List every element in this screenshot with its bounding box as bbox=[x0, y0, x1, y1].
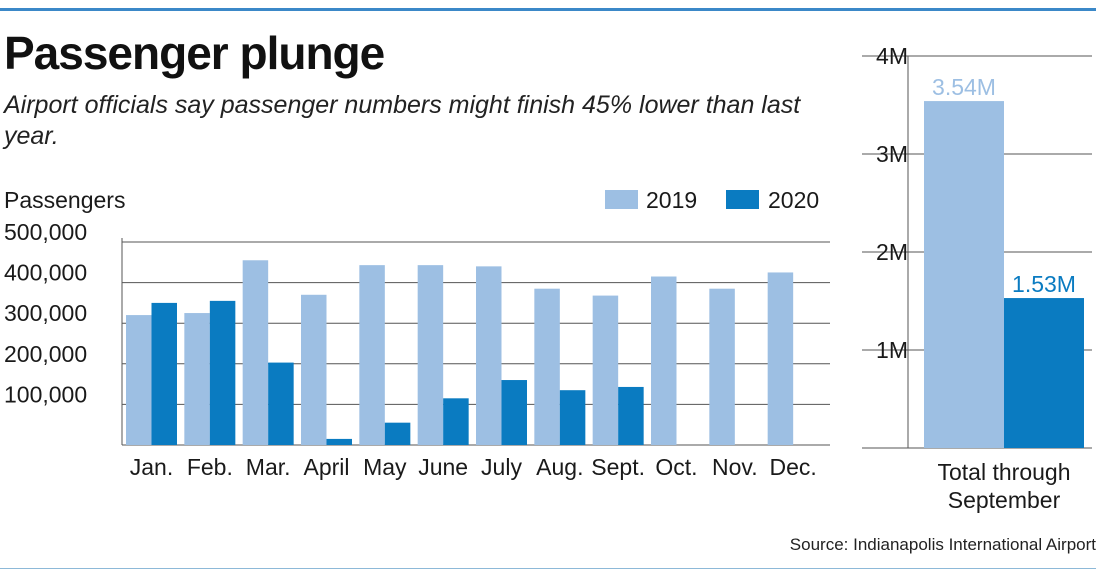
y-tick-label: 500,000 bbox=[4, 219, 87, 245]
x-tick-label: Oct. bbox=[655, 454, 697, 480]
y-tick-label: 200,000 bbox=[4, 341, 87, 367]
bar-2019-sept bbox=[592, 295, 619, 445]
top-rule bbox=[0, 8, 1096, 11]
data-label-total-2019: 3.54M bbox=[932, 74, 996, 100]
bar-total-2020 bbox=[1004, 298, 1084, 448]
y-axis-title: Passengers bbox=[4, 187, 125, 213]
source-note: Source: Indianapolis International Airpo… bbox=[789, 535, 1096, 554]
bar-2019-jan bbox=[126, 315, 152, 445]
x-tick-label: Aug. bbox=[536, 454, 583, 480]
chart-subtitle: Airport officials say passenger numbers … bbox=[4, 91, 801, 150]
legend-swatch-2020 bbox=[726, 190, 759, 209]
bar-2020-may bbox=[384, 422, 411, 445]
bar-2020-sept bbox=[618, 386, 644, 445]
bar-2020-feb bbox=[209, 300, 236, 445]
x-tick-label: Jan. bbox=[130, 454, 173, 480]
x-tick-label: Feb. bbox=[187, 454, 233, 480]
x-tick-label: May bbox=[363, 454, 407, 480]
bar-2019-oct bbox=[651, 276, 677, 445]
bar-2019-aug bbox=[534, 288, 560, 445]
x-tick-label: Mar. bbox=[246, 454, 291, 480]
bar-2019-june bbox=[417, 265, 444, 445]
total-through-september-chart: 1M 2M 3M 4M 3.54M 1.53M Total through September bbox=[862, 43, 1092, 513]
y-tick-label: 100,000 bbox=[4, 381, 87, 407]
legend-label-2019: 2019 bbox=[646, 187, 697, 213]
bar-2020-aug bbox=[559, 390, 586, 445]
x-tick-label: Nov. bbox=[712, 454, 758, 480]
x-tick-label: April bbox=[303, 454, 349, 480]
y-tick-label: 3M bbox=[876, 141, 908, 167]
bottom-rule bbox=[0, 568, 1096, 569]
monthly-passengers-chart: Passengers 2019 2020 100,000 200,000 300,000 4… bbox=[4, 187, 830, 480]
legend-swatch-2019 bbox=[605, 190, 638, 209]
x-tick-label-line-1: Total through bbox=[938, 459, 1071, 485]
x-tick-label-line-2: September bbox=[948, 487, 1061, 513]
bar-total-2019 bbox=[924, 101, 1004, 448]
bar-2019-may bbox=[359, 265, 385, 445]
data-label-total-2020: 1.53M bbox=[1012, 271, 1076, 297]
x-tick-label: Sept. bbox=[591, 454, 645, 480]
bar-2019-july bbox=[476, 266, 502, 445]
x-tick-label-total: Total through September bbox=[938, 459, 1071, 513]
y-tick-label: 2M bbox=[876, 239, 908, 265]
y-tick-label: 4M bbox=[876, 43, 908, 69]
bar-2019-mar bbox=[242, 260, 269, 445]
legend-label-2020: 2020 bbox=[768, 187, 819, 213]
bar-2019-april bbox=[301, 294, 327, 445]
y-tick-label: 300,000 bbox=[4, 300, 87, 326]
x-tick-label: Dec. bbox=[770, 454, 817, 480]
y-tick-label: 1M bbox=[876, 337, 908, 363]
bar-2019-feb bbox=[184, 313, 210, 445]
bar-2020-jan bbox=[151, 302, 177, 445]
bar-2020-mar bbox=[268, 362, 294, 445]
bar-2020-july bbox=[501, 380, 527, 445]
y-tick-label: 400,000 bbox=[4, 260, 87, 286]
bar-2020-june bbox=[443, 398, 469, 445]
bar-2019-dec bbox=[767, 272, 794, 445]
chart-title: Passenger plunge bbox=[4, 27, 385, 79]
bar-2019-nov bbox=[709, 288, 735, 445]
x-tick-label: July bbox=[481, 454, 522, 480]
bar-2020-april bbox=[326, 438, 352, 445]
x-tick-label: June bbox=[418, 454, 468, 480]
